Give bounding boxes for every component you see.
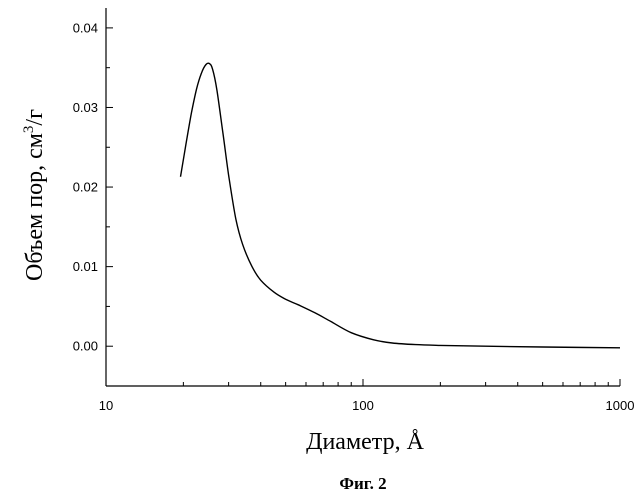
chart-labels: 0.00 0.01 0.02 0.03 0.04 10 100 1000 <box>73 20 635 413</box>
y-tick-label: 0.03 <box>73 100 98 115</box>
figure-caption: Фиг. 2 <box>339 474 386 493</box>
chart-marks <box>181 63 621 348</box>
y-axis-title-main: Объем пор, см <box>22 133 48 281</box>
y-tick-label: 0.02 <box>73 180 98 195</box>
y-axis-title-tail: /г <box>22 109 48 126</box>
y-tick-label: 0.01 <box>73 259 98 274</box>
x-axis-title: Диаметр, Å <box>306 429 424 455</box>
y-tick-label: 0.00 <box>73 339 98 354</box>
y-tick-label: 0.04 <box>73 20 98 35</box>
x-tick-label: 10 <box>99 398 113 413</box>
pore-volume-curve <box>181 63 621 348</box>
x-tick-label: 100 <box>352 398 374 413</box>
y-axis-title: Объем пор, см3/г <box>21 109 48 281</box>
chart-axes <box>106 8 620 386</box>
y-axis-title-superscript: 3 <box>21 126 37 134</box>
x-tick-label: 1000 <box>606 398 635 413</box>
